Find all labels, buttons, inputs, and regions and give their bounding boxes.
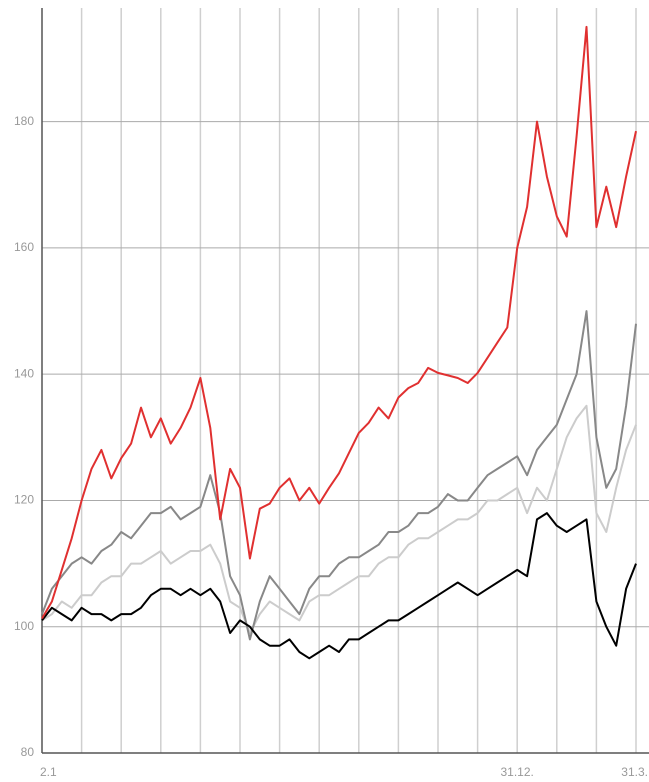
y-tick-label: 140	[14, 366, 34, 380]
y-tick-label: 160	[14, 240, 34, 254]
x-tick-label: 2.1	[40, 765, 57, 779]
x-tick-label: 31.3.	[621, 765, 648, 779]
y-tick-label: 80	[21, 745, 35, 759]
series-line	[41, 310, 637, 641]
series-line	[41, 25, 637, 620]
y-tick-label: 180	[14, 114, 34, 128]
y-tick-label: 120	[14, 493, 34, 507]
series-line	[41, 404, 637, 634]
series-line	[41, 512, 637, 660]
x-tick-label: 31.12.	[501, 765, 534, 779]
y-tick-label: 100	[14, 619, 34, 633]
